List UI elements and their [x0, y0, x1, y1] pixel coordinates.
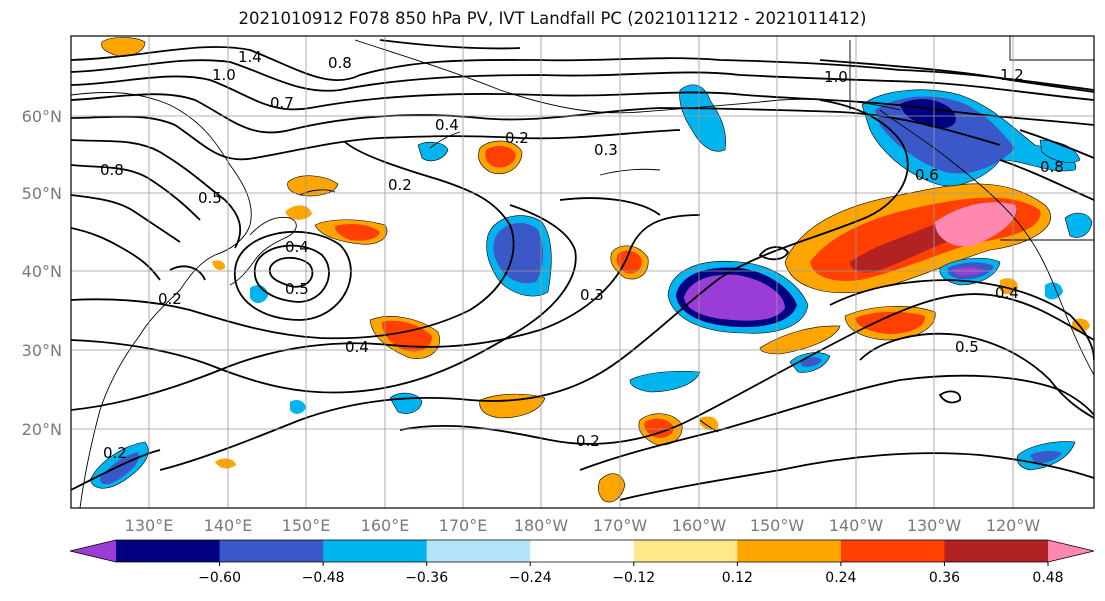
contour-label: 0.2 — [103, 444, 127, 462]
lat-label: 50°N — [22, 184, 62, 203]
contour-label: 0.8 — [100, 161, 124, 179]
lon-label: 150°E — [282, 516, 331, 535]
lon-label: 140°E — [204, 516, 253, 535]
contour-label: 0.4 — [345, 338, 369, 356]
lon-label: 160°E — [361, 516, 410, 535]
lon-label: 150°W — [750, 516, 805, 535]
lon-label: 160°W — [672, 516, 727, 535]
contour-label: 0.4 — [435, 116, 459, 134]
lon-label: 140°W — [829, 516, 884, 535]
contour-label: 0.5 — [198, 189, 222, 207]
colorbar-segment — [116, 540, 221, 562]
lat-lon-grid — [71, 36, 1094, 508]
colorbar-tick-label: −0.36 — [405, 570, 448, 586]
lat-label: 40°N — [22, 262, 62, 281]
coastlines — [71, 36, 1094, 508]
colorbar-tick-label: −0.60 — [198, 570, 241, 586]
contour-label: 1.0 — [212, 66, 236, 84]
contour-label: 0.3 — [580, 286, 604, 304]
contour-label: 0.8 — [1040, 158, 1064, 176]
colorbar-tick-label: −0.48 — [302, 570, 345, 586]
contour-label: 0.3 — [594, 141, 618, 159]
contour-label: 1.2 — [1000, 66, 1024, 84]
pv-contours — [71, 39, 1094, 501]
lat-label: 20°N — [22, 420, 62, 439]
colorbar-extend-max — [1048, 540, 1094, 562]
colorbar-tick-label: 0.12 — [722, 570, 753, 586]
lat-label: 60°N — [22, 107, 62, 126]
colorbar-tick-label: 0.48 — [1032, 570, 1063, 586]
colorbar-segment — [219, 540, 324, 562]
lon-label: 130°W — [907, 516, 962, 535]
lon-label: 130°E — [125, 516, 174, 535]
colorbar-segment — [944, 540, 1049, 562]
colorbar-tick-label: −0.12 — [612, 570, 655, 586]
colorbar-segment — [633, 540, 738, 562]
colorbar-tick-label: 0.24 — [825, 570, 856, 586]
contour-label: 1.0 — [824, 68, 848, 86]
contour-label: 0.5 — [955, 338, 979, 356]
latitude-labels: 60°N 50°N 40°N 30°N 20°N — [22, 107, 62, 439]
map-title: 2021010912 F078 850 hPa PV, IVT Landfall… — [238, 9, 867, 28]
colorbar-segment — [840, 540, 945, 562]
plot-frame — [70, 35, 1095, 509]
map-plot-area: 1.4 1.0 0.8 0.7 0.4 0.2 0.3 0.2 0.5 0.8 … — [71, 36, 1094, 508]
lon-label: 170°E — [439, 516, 488, 535]
colorbar-segment — [426, 540, 531, 562]
contour-label: 0.8 — [328, 54, 352, 72]
colorbar-outline — [69, 539, 1095, 563]
colorbar-segment — [323, 540, 428, 562]
lon-label: 170°W — [593, 516, 648, 535]
contour-label: 0.7 — [270, 94, 294, 112]
colorbar-tick-label: −0.24 — [509, 570, 552, 586]
contour-labels: 1.4 1.0 0.8 0.7 0.4 0.2 0.3 0.2 0.5 0.8 … — [100, 48, 1064, 462]
lon-label: 180°W — [514, 516, 569, 535]
lon-label: 120°W — [986, 516, 1041, 535]
contour-label: 0.6 — [915, 166, 939, 184]
colorbar-segment — [530, 540, 635, 562]
lat-label: 30°N — [22, 341, 62, 360]
contour-label: 0.2 — [505, 129, 529, 147]
colorbar-segment — [737, 540, 842, 562]
longitude-labels: 130°E 140°E 150°E 160°E 170°E 180°W 170°… — [125, 516, 1041, 535]
colorbar: −0.60 −0.48 −0.36 −0.24 −0.12 0.12 0.24 0.36 0.4… — [69, 539, 1095, 586]
contour-label: 1.4 — [238, 48, 262, 66]
contour-label: 0.4 — [995, 284, 1019, 302]
colorbar-extend-min — [70, 540, 116, 562]
contour-label: 0.4 — [285, 238, 309, 256]
contour-label: 0.2 — [158, 290, 182, 308]
contour-label: 0.2 — [576, 432, 600, 450]
colorbar-tick-label: 0.36 — [929, 570, 960, 586]
contour-label: 0.2 — [388, 176, 412, 194]
contour-label: 0.5 — [285, 280, 309, 298]
